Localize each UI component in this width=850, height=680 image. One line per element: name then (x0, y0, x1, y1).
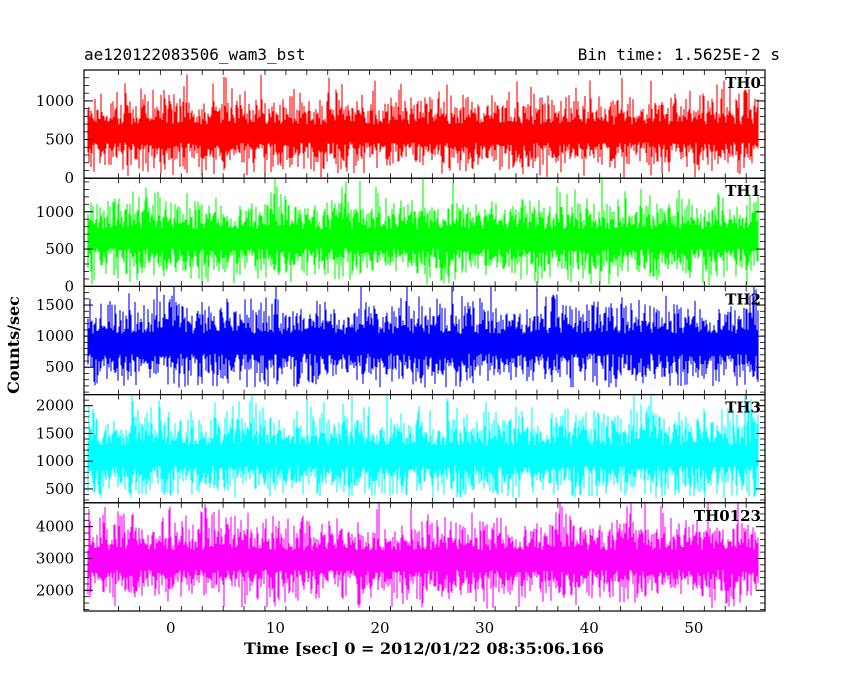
x-axis-group: 0 10 20 30 40 50 (166, 619, 703, 637)
panel-label: TH2 (725, 290, 761, 308)
y-tick-label: 1500 (36, 424, 74, 442)
panel-th0123: 2000 3000 4000 TH0123 (36, 502, 766, 612)
y-tick-label: 1000 (36, 327, 74, 345)
y-tick-label: 500 (45, 480, 74, 498)
y-axis-label: Counts/sec (4, 296, 23, 394)
x-tick-label: 20 (370, 619, 389, 637)
y-tick-label: 3000 (36, 549, 74, 567)
x-tick-label: 10 (266, 619, 285, 637)
x-tick-label: 30 (475, 619, 494, 637)
panel-label: TH3 (725, 399, 761, 417)
panel-th1: 0 500 1000 TH1 (36, 177, 766, 295)
chart-title-left: ae120122083506_wam3_bst (84, 45, 306, 64)
y-tick-label: 1000 (36, 203, 74, 221)
y-tick-label: 2000 (36, 581, 74, 599)
panel-label: TH1 (725, 182, 761, 200)
series-th2 (87, 286, 759, 388)
y-tick-label: 500 (45, 358, 74, 376)
panel-label: TH0 (725, 74, 761, 92)
series-th0123 (87, 502, 759, 609)
y-tick-label: 2000 (36, 397, 74, 415)
series-th0 (87, 74, 759, 178)
y-tick-label: 1500 (36, 296, 74, 314)
y-tick-label: 500 (45, 131, 74, 149)
x-tick-label: 0 (166, 619, 176, 637)
y-tick-label: 1000 (36, 92, 74, 110)
y-tick-label: 4000 (36, 518, 74, 536)
series-th1 (87, 178, 759, 285)
panel-th3: 500 1000 1500 2000 TH3 (36, 394, 766, 504)
panel-frame (83, 502, 766, 612)
x-axis-label: Time [sec] 0 = 2012/01/22 08:35:06.166 (244, 639, 604, 658)
x-tick-label: 40 (580, 619, 599, 637)
y-tick-label: 1000 (36, 452, 74, 470)
panels-group: 0 500 1000 TH0 0 500 1000 TH1 500 1000 1500 TH2 500 1… (36, 69, 766, 612)
panel-th0: 0 500 1000 TH0 (36, 69, 766, 187)
chart-title-right: Bin time: 1.5625E-2 s (578, 45, 780, 64)
panel-th2: 500 1000 1500 TH2 (36, 285, 766, 396)
y-tick-label: 0 (64, 277, 74, 295)
x-tick-label: 50 (684, 619, 703, 637)
panel-label: TH0123 (694, 507, 761, 525)
y-tick-label: 500 (45, 240, 74, 258)
y-tick-label: 0 (64, 169, 74, 187)
